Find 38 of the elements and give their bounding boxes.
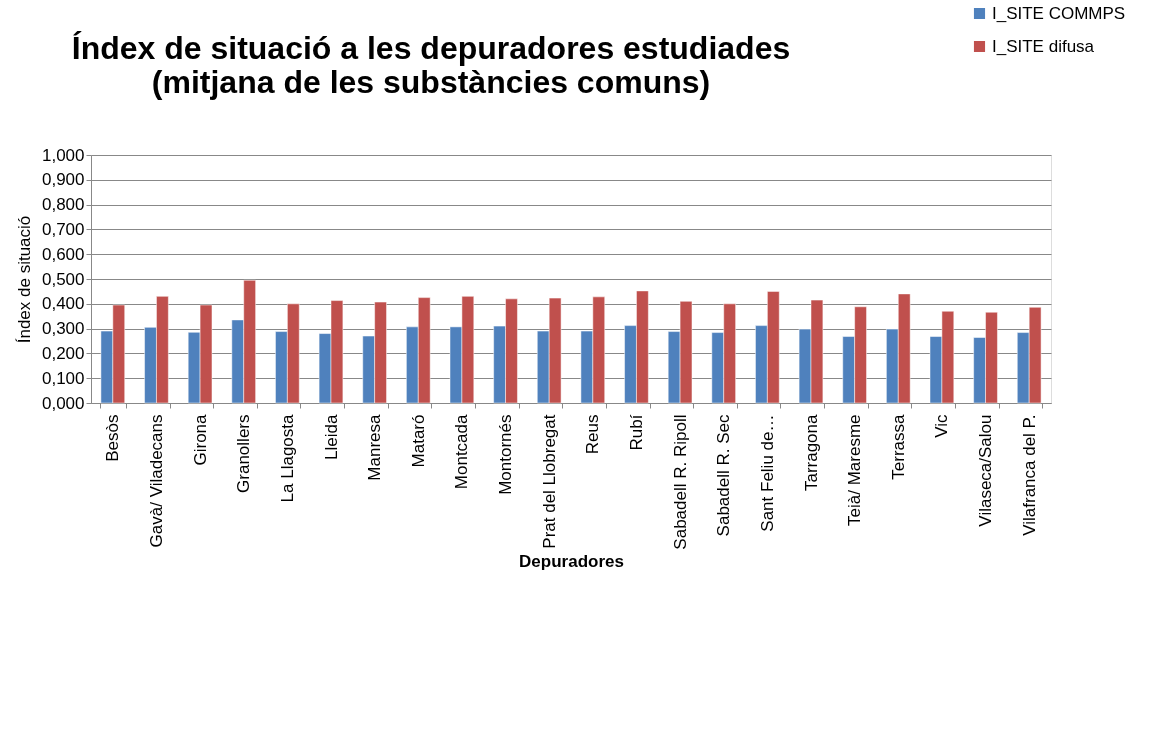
- y-tick-label: 1,000: [41, 145, 85, 165]
- y-tick-label: 0,500: [41, 269, 85, 289]
- x-tick-label: Sabadell R. Sec: [714, 414, 734, 537]
- x-tick-label: Gavà/ Viladecans: [146, 414, 166, 548]
- x-tick-label: Lleida: [321, 413, 341, 460]
- legend-label: I_SITE COMMPS: [992, 3, 1126, 23]
- text: Índex de situació a les depuradores estudiades: [71, 30, 791, 66]
- x-tick-label: Sant Feliu de…: [757, 414, 777, 532]
- y-tick-label: 0,000: [41, 393, 85, 413]
- x-tick-label: Girona: [190, 413, 210, 466]
- x-tick-label: Prat del Llobregat: [539, 414, 559, 549]
- y-tick-label: 0,800: [41, 195, 85, 215]
- x-tick-label: Vilaseca/Salou: [976, 414, 996, 527]
- y-tick-label: 0,200: [41, 343, 85, 363]
- x-tick-label: Teià/ Maresme: [845, 414, 865, 526]
- x-tick-label: Montornés: [496, 414, 516, 495]
- y-tick-label: 0,400: [41, 294, 85, 314]
- x-tick-label: Vic: [932, 414, 952, 438]
- x-tick-label: La Llagosta: [277, 413, 297, 503]
- x-tick-label: Sabadell R. Ripoll: [670, 414, 690, 550]
- y-tick-label: 0,900: [41, 170, 85, 190]
- x-tick-label: Besòs: [103, 414, 123, 462]
- y-tick-label: 0,600: [41, 244, 85, 264]
- x-tick-label: Rubí: [626, 414, 646, 451]
- x-tick-label: Mataró: [408, 414, 428, 468]
- x-axis-title: Depuradores: [519, 551, 624, 571]
- x-tick-label: Terrassa: [888, 413, 908, 480]
- legend-label: I_SITE difusa: [992, 36, 1095, 56]
- x-tick-label: Manresa: [365, 413, 385, 481]
- x-tick-label: Tarragona: [801, 413, 821, 492]
- y-tick-label: 0,700: [41, 219, 85, 239]
- x-tick-label: Reus: [583, 414, 603, 455]
- x-tick-label: Granollers: [234, 414, 254, 493]
- y-tick-label: 0,100: [41, 368, 85, 388]
- y-axis-title: Índex de situació: [14, 215, 34, 344]
- x-tick-label: Vilafranca del P.: [1019, 414, 1039, 536]
- x-tick-label: Montcada: [452, 413, 472, 490]
- y-tick-label: 0,300: [41, 319, 85, 339]
